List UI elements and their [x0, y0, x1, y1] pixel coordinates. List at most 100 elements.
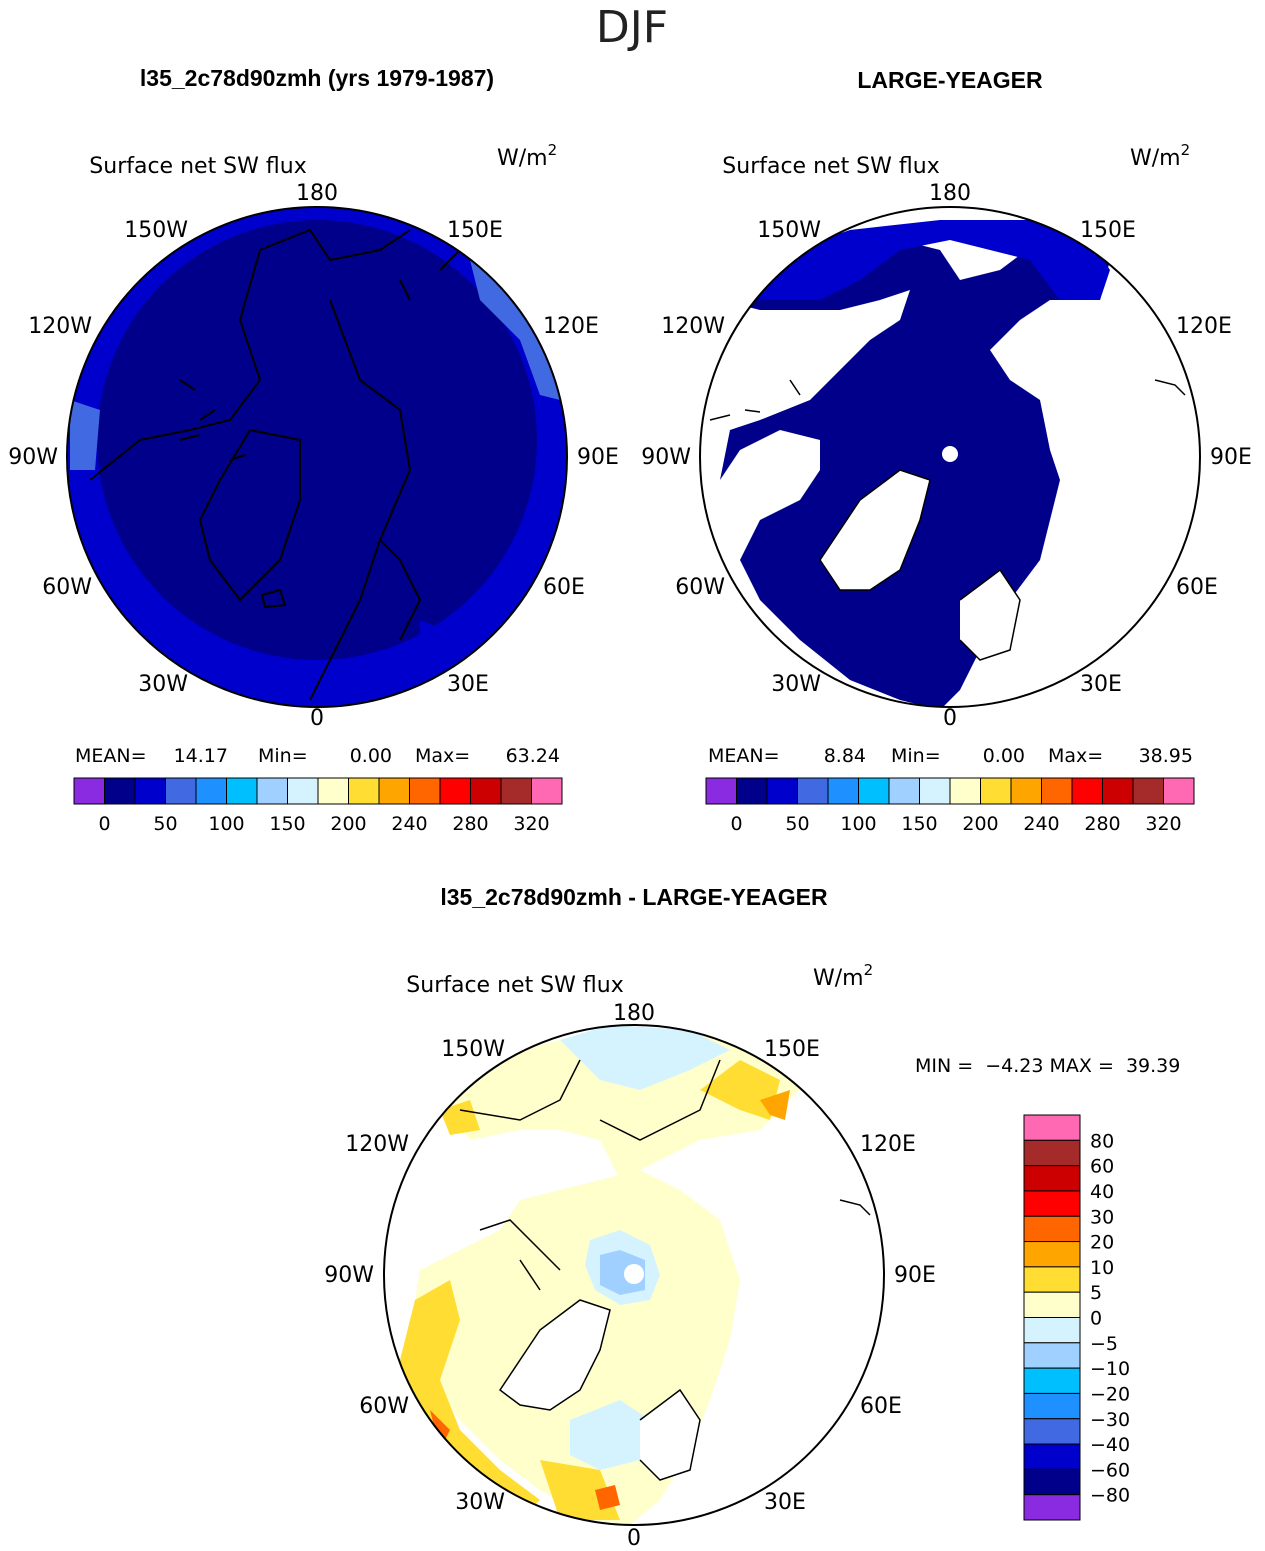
- colorbar-label: 150: [269, 813, 305, 835]
- lon-label: 120W: [661, 314, 725, 339]
- panel-model-stats: MEAN= 14.17 Min= 0.00 Max= 63.24: [75, 745, 560, 767]
- colorbar-swatch: [705, 777, 737, 805]
- colorbar-swatch: [1041, 777, 1073, 805]
- lon-label: 60E: [1176, 575, 1218, 600]
- lon-label: 30E: [764, 1490, 806, 1515]
- colorbar-label: 280: [1084, 813, 1120, 835]
- colorbar-swatch: [1023, 1190, 1081, 1217]
- colorbar-swatch: [1102, 777, 1134, 805]
- colorbar-label: 40: [1090, 1181, 1114, 1203]
- panel-obs-lon-labels: 180 150E 120E 90E 60E 30E 0 30W 60W 90W …: [641, 181, 1252, 731]
- lon-label: 180: [929, 181, 971, 206]
- panel-model-boundary: [66, 206, 568, 708]
- panel-model-units: W/m2: [497, 141, 557, 171]
- colorbar-swatch: [1023, 1392, 1081, 1420]
- colorbar-swatch: [766, 777, 798, 805]
- lon-label: 60E: [860, 1394, 902, 1419]
- colorbar-label: 200: [330, 813, 366, 835]
- lon-label: 30W: [455, 1490, 505, 1515]
- panel-diff-map: [384, 1025, 884, 1525]
- panel-diff: l35_2c78d90zmh - LARGE-YEAGER Surface ne…: [324, 884, 1180, 1551]
- panel-diff-title: l35_2c78d90zmh - LARGE-YEAGER: [440, 884, 828, 910]
- lon-label: 120E: [543, 314, 599, 339]
- max-value: 63.24: [506, 745, 560, 767]
- min-value: 0.00: [350, 745, 392, 767]
- colorbar-swatch: [409, 777, 441, 805]
- lon-label: 0: [627, 1526, 641, 1551]
- colorbar-swatch: [165, 777, 197, 805]
- colorbar-label: 150: [901, 813, 937, 835]
- colorbar-swatch: [1023, 1139, 1081, 1167]
- colorbar-swatch: [348, 777, 380, 805]
- colorbar-swatch: [1071, 777, 1103, 805]
- mean-label: MEAN=: [75, 745, 147, 767]
- panel-obs-colorbar: 0 50 100 150 200 240 280 320: [705, 777, 1195, 835]
- lon-label: 150E: [1080, 218, 1136, 243]
- colorbar-swatch: [500, 777, 532, 805]
- colorbar-label: 50: [153, 813, 177, 835]
- colorbar-label: 320: [513, 813, 549, 835]
- panel-diff-lon-labels: 180 150E 120E 90E 60E 30E 0 30W 60W 90W …: [324, 1001, 936, 1551]
- panel-obs-map: [700, 207, 1200, 707]
- max-value: 38.95: [1139, 745, 1193, 767]
- max-label: Max=: [415, 745, 470, 767]
- panel-model-variable: Surface net SW flux: [89, 154, 306, 179]
- panel-obs: LARGE-YEAGER Surface net SW flux W/m2 18…: [641, 67, 1252, 835]
- panel-model-map: [67, 207, 567, 707]
- min-label: Min=: [891, 745, 941, 767]
- mean-value: 8.84: [824, 745, 866, 767]
- colorbar-label: −60: [1090, 1459, 1130, 1481]
- colorbar-swatch: [1023, 1317, 1081, 1344]
- lon-label: 180: [613, 1001, 655, 1026]
- colorbar-swatch: [256, 777, 288, 805]
- colorbar-swatch: [980, 777, 1012, 805]
- colorbar-label: 100: [840, 813, 876, 835]
- colorbar-swatch: [287, 777, 319, 805]
- colorbar-label: −20: [1090, 1383, 1130, 1405]
- panel-obs-boundary: [699, 206, 1201, 708]
- lon-label: 30E: [1080, 672, 1122, 697]
- colorbar-label: 0: [1090, 1308, 1102, 1330]
- colorbar-label: −10: [1090, 1358, 1130, 1380]
- colorbar-label: 10: [1090, 1257, 1114, 1279]
- panel-model-title: l35_2c78d90zmh (yrs 1979-1987): [140, 65, 494, 91]
- lon-label: 120W: [345, 1132, 409, 1157]
- colorbar-swatch: [1023, 1291, 1081, 1318]
- lon-label: 90E: [894, 1263, 936, 1288]
- page-title: DJF: [596, 2, 668, 53]
- colorbar-label: 20: [1090, 1232, 1114, 1254]
- lon-label: 0: [310, 706, 324, 731]
- panel-obs-variable: Surface net SW flux: [722, 154, 939, 179]
- colorbar-swatch: [1163, 777, 1195, 805]
- colorbar-swatch: [1023, 1215, 1081, 1243]
- min-value: 0.00: [983, 745, 1025, 767]
- lon-label: 90W: [8, 445, 58, 470]
- panel-diff-stats: MIN = −4.23 MAX = 39.39: [915, 1055, 1180, 1077]
- colorbar-swatch: [226, 777, 258, 805]
- lon-label: 150W: [441, 1037, 505, 1062]
- panel-obs-title: LARGE-YEAGER: [857, 67, 1043, 93]
- min-label: Min=: [258, 745, 308, 767]
- colorbar-label: 0: [730, 813, 742, 835]
- panel-diff-boundary: [383, 1024, 885, 1526]
- colorbar-swatch: [1023, 1443, 1081, 1470]
- colorbar-label: 100: [208, 813, 244, 835]
- colorbar-swatch: [827, 777, 859, 805]
- panel-diff-variable: Surface net SW flux: [406, 973, 623, 998]
- lon-label: 60W: [359, 1394, 409, 1419]
- panel-diff-colorbar: 80 60 40 30 20 10 5 0 −5 −10 −20 −30 −40 −60 −80: [1023, 1114, 1130, 1521]
- panel-diff-units: W/m2: [813, 961, 873, 991]
- colorbar-swatch: [1132, 777, 1164, 805]
- lon-label: 120E: [860, 1132, 916, 1157]
- mean-label: MEAN=: [708, 745, 780, 767]
- mean-value: 14.17: [174, 745, 228, 767]
- colorbar-label: 80: [1090, 1130, 1114, 1152]
- lon-label: 0: [943, 706, 957, 731]
- colorbar-swatch: [1010, 777, 1042, 805]
- colorbar-swatch: [378, 777, 410, 805]
- lon-label: 90E: [1210, 445, 1252, 470]
- colorbar-swatch: [736, 777, 768, 805]
- colorbar-swatch: [1023, 1241, 1081, 1268]
- colorbar-swatch: [888, 777, 920, 805]
- colorbar-swatch: [1023, 1494, 1081, 1521]
